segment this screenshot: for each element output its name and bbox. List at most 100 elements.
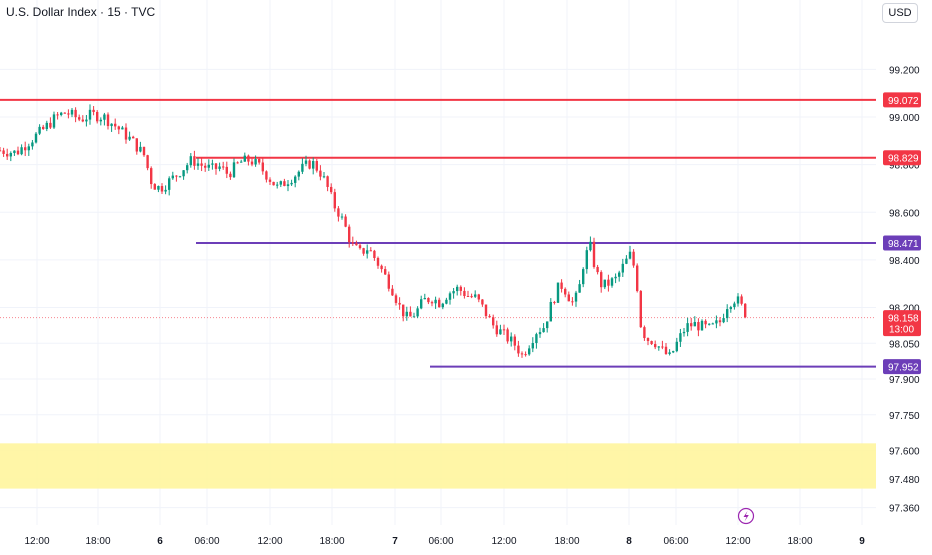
price-tick-label: 97.600	[889, 446, 920, 457]
candle-body	[31, 142, 34, 147]
candle-body	[351, 242, 354, 244]
candle-body	[279, 181, 282, 185]
candle-body	[618, 272, 621, 277]
candle-body	[499, 329, 502, 335]
candle-body	[319, 170, 322, 177]
candle-body	[394, 295, 398, 303]
candle-body	[438, 299, 441, 308]
candle-body	[52, 114, 56, 128]
candle-body	[312, 161, 315, 169]
candle-body	[639, 291, 642, 328]
currency-button[interactable]: USD	[882, 3, 918, 23]
candle-body	[650, 341, 653, 345]
candle-body	[24, 147, 27, 151]
candle-body	[682, 331, 686, 334]
price-tick-label: 98.200	[889, 304, 920, 315]
candle-body	[34, 133, 38, 143]
candle-body	[704, 320, 707, 325]
candle-body	[420, 299, 423, 309]
candle-body	[412, 316, 416, 318]
countdown-label: 13:00	[889, 325, 914, 336]
candle-body	[366, 250, 369, 254]
time-tick-label: 12:00	[725, 536, 750, 547]
time-tick-label: 18:00	[85, 536, 110, 547]
candle-body	[628, 251, 632, 259]
price-axis: 99.200 99.000 98.800 98.600 98.400 98.200 98.0…	[876, 0, 932, 550]
candle-body	[117, 126, 120, 130]
candle-body	[477, 294, 480, 300]
candle-body	[391, 288, 394, 296]
candle-body	[513, 336, 516, 346]
candle-body	[70, 109, 74, 115]
candle-body	[193, 156, 196, 166]
candle-body	[42, 126, 45, 130]
candle-body	[297, 171, 300, 177]
candle-body	[474, 294, 477, 297]
time-tick-label: 18:00	[319, 536, 344, 547]
candle-body	[0, 150, 2, 152]
candle-body	[675, 341, 678, 352]
price-tick-label: 97.900	[889, 375, 920, 386]
candle-body	[294, 176, 297, 183]
candle-body	[679, 333, 682, 342]
candle-body	[92, 109, 95, 112]
candle-body	[27, 146, 30, 151]
candle-body	[128, 136, 131, 140]
candle-body	[157, 186, 160, 190]
candle-body	[571, 301, 574, 303]
candle-body	[326, 176, 329, 187]
time-tick-label: 8	[626, 536, 632, 547]
candle-body	[106, 114, 110, 127]
candle-body	[243, 155, 246, 162]
candle-body	[171, 175, 174, 179]
lightning-icon[interactable]	[737, 507, 755, 525]
candle-body	[708, 323, 711, 325]
candle-body	[160, 186, 164, 192]
candle-body	[567, 294, 570, 302]
candle-body	[308, 160, 311, 169]
candle-body	[668, 352, 671, 354]
candle-body	[88, 109, 92, 120]
candle-body	[481, 299, 484, 305]
candle-body	[135, 138, 138, 152]
candle-body	[258, 159, 261, 163]
lightning-icon-bolt	[743, 511, 749, 522]
candle-body	[200, 163, 203, 166]
candle-body	[585, 250, 588, 270]
candle-body	[542, 328, 545, 333]
candle-body	[16, 150, 20, 155]
candle-body	[654, 344, 657, 348]
candle-body	[711, 323, 714, 325]
level-price-label: 98.471	[888, 239, 919, 250]
candle-body	[589, 241, 592, 251]
candle-body	[13, 150, 16, 154]
candle-body	[301, 163, 304, 172]
candle-body	[456, 286, 459, 292]
candle-body	[693, 322, 696, 327]
candle-body	[387, 274, 390, 289]
candle-body	[740, 296, 743, 304]
candle-body	[45, 122, 48, 130]
candle-body	[416, 308, 419, 317]
candle-body	[625, 258, 628, 264]
candle-body	[517, 345, 520, 354]
candle-body	[114, 123, 117, 127]
level-price-label-box	[883, 359, 921, 375]
candle-body	[492, 317, 495, 326]
candle-body	[405, 311, 408, 317]
candle-body	[139, 146, 142, 152]
candle-body	[520, 353, 524, 355]
candle-series	[0, 104, 747, 358]
candle-body	[304, 160, 308, 164]
candle-body	[434, 299, 437, 304]
candle-body	[290, 182, 293, 185]
price-tick-label: 97.360	[889, 504, 920, 515]
candle-body	[488, 316, 491, 318]
level-price-label: 97.952	[888, 363, 919, 374]
candle-body	[506, 329, 509, 342]
candle-body	[49, 122, 52, 128]
candle-body	[632, 251, 635, 266]
candle-body	[556, 282, 560, 303]
